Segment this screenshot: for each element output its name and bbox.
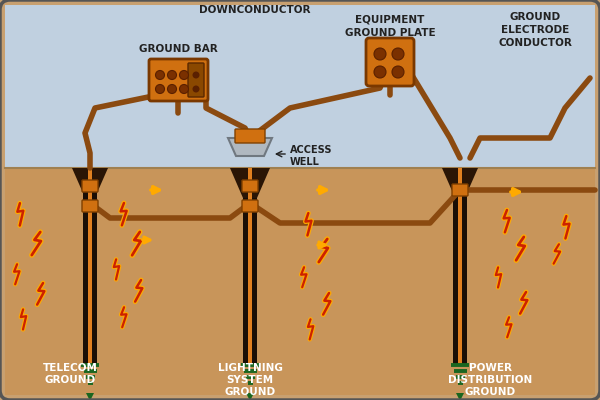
- Polygon shape: [230, 168, 270, 198]
- Polygon shape: [456, 393, 464, 400]
- Polygon shape: [86, 393, 94, 400]
- FancyBboxPatch shape: [366, 38, 414, 86]
- Circle shape: [179, 84, 188, 94]
- Bar: [453, 168, 467, 365]
- Polygon shape: [228, 138, 272, 156]
- Circle shape: [155, 84, 164, 94]
- Bar: [83, 168, 97, 365]
- Bar: [5, 168, 595, 395]
- Circle shape: [179, 70, 188, 80]
- Text: ACCESS
WELL: ACCESS WELL: [290, 145, 332, 167]
- Polygon shape: [458, 168, 462, 193]
- Circle shape: [193, 86, 199, 92]
- FancyBboxPatch shape: [235, 129, 265, 143]
- FancyBboxPatch shape: [188, 63, 204, 97]
- Text: TELECOM
GROUND: TELECOM GROUND: [43, 363, 97, 385]
- Polygon shape: [248, 168, 252, 198]
- Circle shape: [374, 48, 386, 60]
- Circle shape: [193, 72, 199, 78]
- Text: GROUND BAR: GROUND BAR: [139, 44, 217, 54]
- Text: POWER
DISTRIBUTION
GROUND: POWER DISTRIBUTION GROUND: [448, 362, 532, 398]
- Circle shape: [392, 66, 404, 78]
- Circle shape: [167, 84, 176, 94]
- FancyBboxPatch shape: [82, 180, 98, 192]
- Bar: [458, 168, 462, 365]
- Bar: [5, 5, 595, 168]
- Circle shape: [167, 70, 176, 80]
- FancyBboxPatch shape: [149, 59, 208, 101]
- Text: GROUND
ELECTRODE
CONDUCTOR: GROUND ELECTRODE CONDUCTOR: [498, 12, 572, 48]
- Bar: [88, 168, 92, 365]
- FancyBboxPatch shape: [242, 200, 258, 212]
- Bar: [248, 168, 252, 365]
- FancyBboxPatch shape: [242, 180, 258, 192]
- Polygon shape: [88, 168, 92, 193]
- Text: DOWNCONDUCTOR: DOWNCONDUCTOR: [199, 5, 311, 15]
- FancyBboxPatch shape: [82, 200, 98, 212]
- Circle shape: [392, 48, 404, 60]
- Polygon shape: [246, 393, 254, 400]
- Circle shape: [155, 70, 164, 80]
- Polygon shape: [72, 168, 108, 193]
- Text: LIGHTNING
SYSTEM
GROUND: LIGHTNING SYSTEM GROUND: [218, 362, 283, 398]
- FancyBboxPatch shape: [452, 184, 468, 196]
- Polygon shape: [442, 168, 478, 193]
- Circle shape: [374, 66, 386, 78]
- Bar: [243, 168, 257, 365]
- Text: EQUIPMENT
GROUND PLATE: EQUIPMENT GROUND PLATE: [344, 14, 436, 38]
